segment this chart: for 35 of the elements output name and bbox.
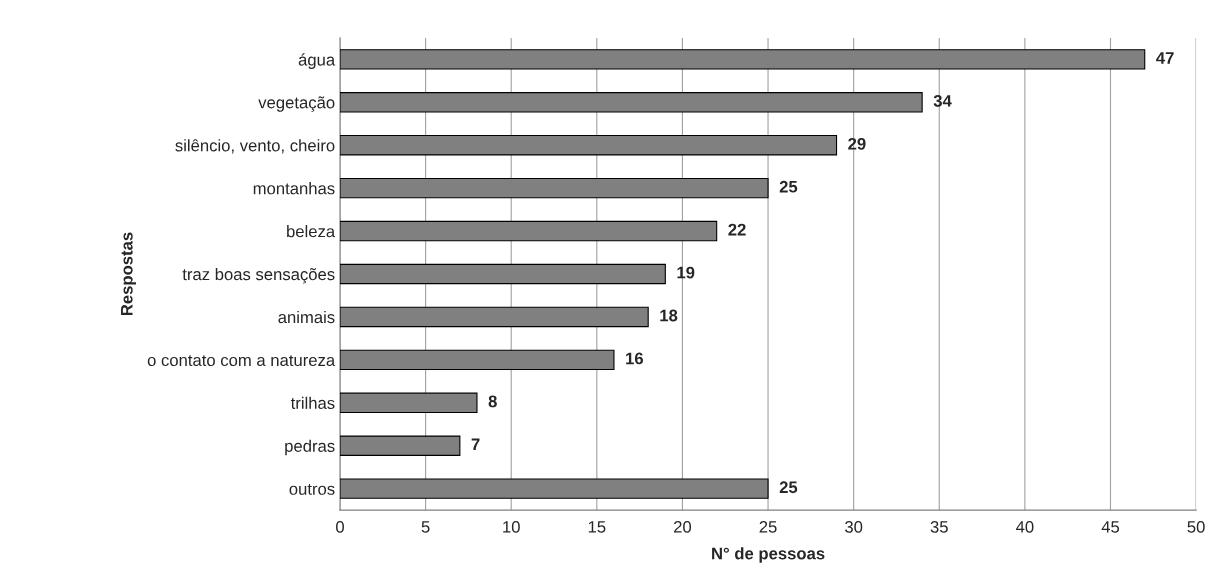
y-tick-label: água bbox=[298, 53, 336, 69]
x-axis-title: N° de pessoas bbox=[712, 547, 825, 563]
y-tick-label: silêncio, vento, cheiro bbox=[175, 139, 335, 154]
x-tick-label: 40 bbox=[1015, 520, 1034, 533]
y-tick-label: vegetação bbox=[258, 96, 335, 112]
x-tick-label: 20 bbox=[674, 520, 692, 533]
data-label: 7 bbox=[471, 438, 480, 451]
y-tick-label: pedras bbox=[285, 439, 335, 456]
y-tick-label: outros bbox=[289, 483, 335, 495]
y-axis-title: Respostas bbox=[121, 232, 136, 316]
data-label: 16 bbox=[626, 352, 643, 365]
y-tick-label: beleza bbox=[287, 225, 336, 238]
data-label: 29 bbox=[848, 137, 866, 150]
data-label: 22 bbox=[728, 223, 746, 236]
data-label: 25 bbox=[779, 180, 798, 193]
x-tick-label: 35 bbox=[930, 520, 948, 533]
x-tick-label: 30 bbox=[845, 520, 863, 533]
data-label: 18 bbox=[660, 309, 678, 322]
data-label: 47 bbox=[1156, 52, 1174, 64]
y-tick-label: o contato com a natureza bbox=[147, 355, 336, 367]
x-tick-label: 50 bbox=[1187, 520, 1205, 533]
x-tick-label: 25 bbox=[759, 520, 777, 533]
data-label: 19 bbox=[677, 266, 695, 279]
x-tick-label: 5 bbox=[421, 521, 430, 533]
x-tick-label: 45 bbox=[1101, 521, 1120, 533]
x-tick-label: 0 bbox=[336, 520, 344, 533]
x-tick-label: 10 bbox=[503, 520, 520, 533]
y-tick-label: animais bbox=[278, 310, 335, 324]
data-label: 34 bbox=[933, 94, 952, 107]
y-tick-label: trilhas bbox=[290, 396, 335, 409]
x-tick-label: 15 bbox=[588, 521, 606, 533]
data-label: 25 bbox=[779, 481, 798, 494]
y-tick-label: traz boas sensações bbox=[182, 267, 335, 284]
y-tick-label: montanhas bbox=[253, 182, 335, 195]
data-label: 8 bbox=[488, 395, 497, 408]
